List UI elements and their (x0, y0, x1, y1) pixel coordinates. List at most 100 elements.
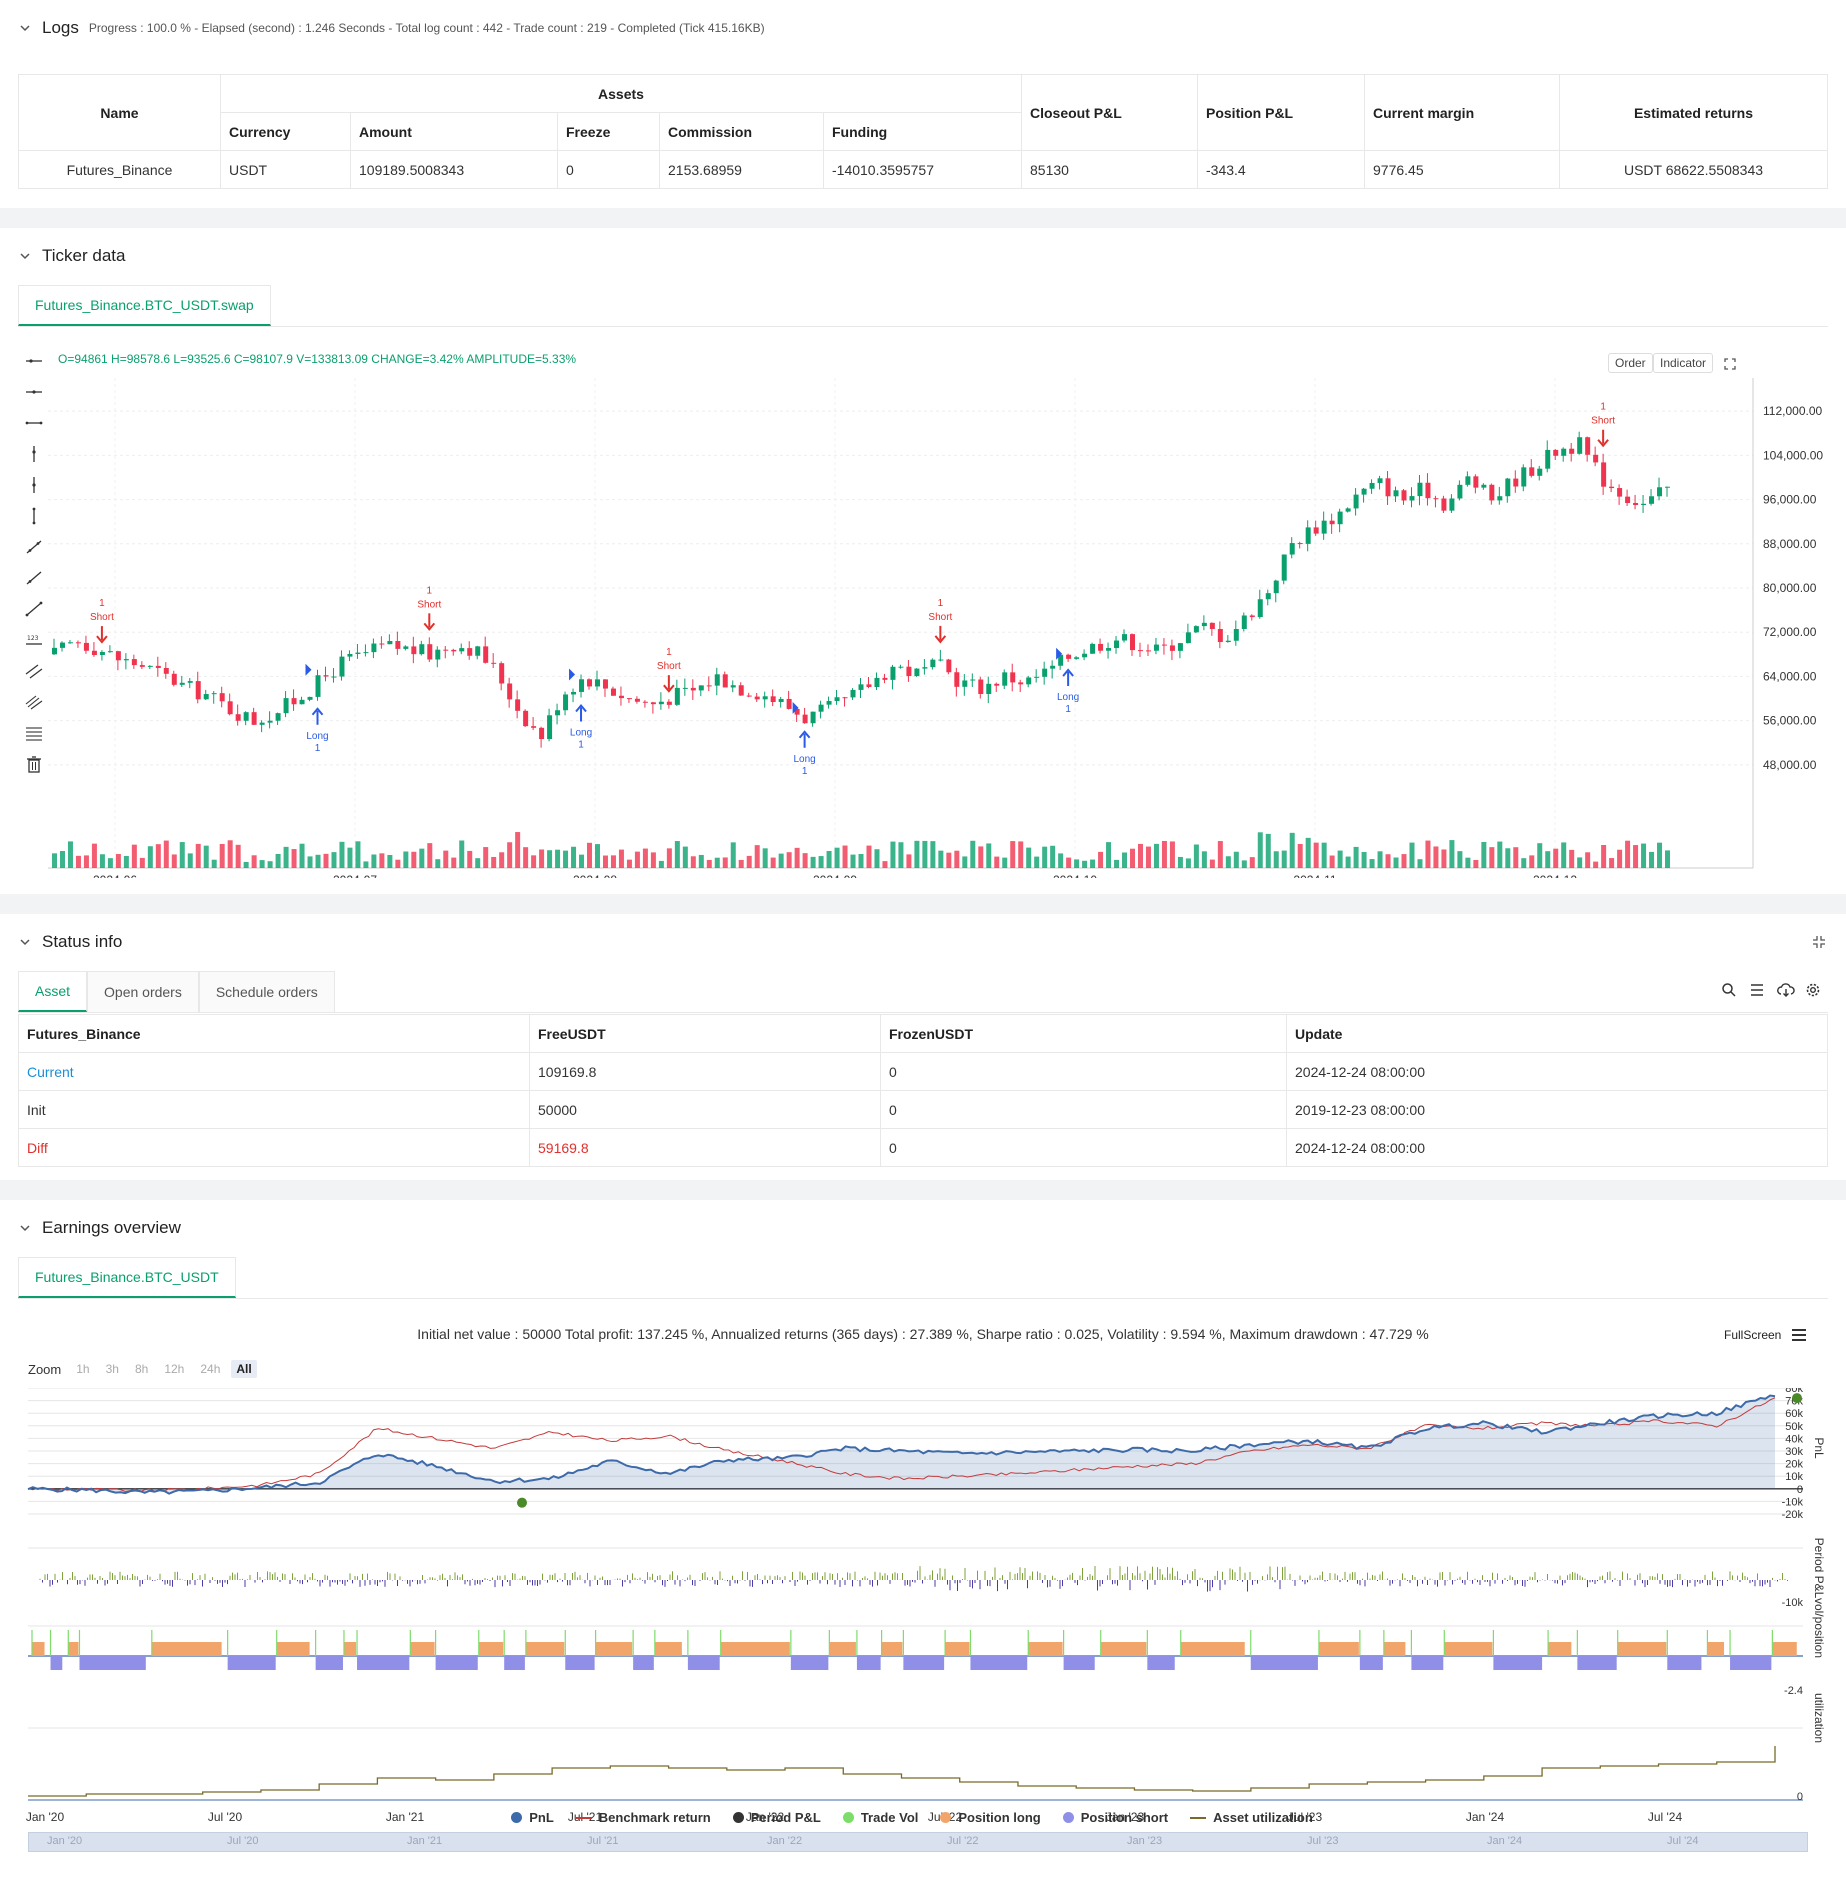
fib-channel-icon[interactable] (24, 693, 44, 711)
position-long-bar (1383, 1642, 1406, 1656)
volume-bar (770, 857, 776, 868)
volume-bar (1082, 860, 1088, 868)
vertical-ray-icon[interactable] (24, 445, 44, 463)
signal-label: Short (90, 612, 114, 623)
parallel-channel-icon[interactable] (24, 662, 44, 680)
legend-period[interactable]: Period P&L (732, 1810, 821, 1825)
fib-retracement-icon[interactable] (24, 724, 44, 742)
volume-bar (842, 845, 848, 868)
volume-bar (1122, 852, 1128, 868)
volume-bar (898, 842, 904, 868)
tab-btc-swap[interactable]: Futures_Binance.BTC_USDT.swap (18, 285, 271, 326)
volume-bar (714, 857, 720, 868)
earnings-chart[interactable]: 80k70k60k50k40k30k20k10k0-10k-20kPnLPeri… (0, 1388, 1846, 1858)
volume-bar (1377, 851, 1383, 868)
volume-bar (1233, 851, 1239, 868)
ticker-header[interactable]: Ticker data (18, 242, 125, 270)
price-label-icon[interactable]: 123 (24, 631, 44, 649)
segment-icon[interactable] (24, 600, 44, 618)
candle-body (539, 727, 545, 740)
candlestick-chart[interactable]: 112,000.00 104,000.00 96,000.00 88,000.00 80… (48, 378, 1840, 878)
ray-line-icon[interactable] (24, 569, 44, 587)
candle-body (602, 679, 608, 689)
pnl-area (28, 1395, 1775, 1494)
gear-icon[interactable] (1805, 982, 1821, 998)
volume-bar (1361, 851, 1367, 868)
candle-body (1241, 615, 1247, 629)
tab-schedule-orders[interactable]: Schedule orders (198, 971, 335, 1012)
zoom-8h[interactable]: 8h (134, 1362, 149, 1376)
tab-open-orders[interactable]: Open orders (87, 971, 199, 1012)
navigator[interactable]: Jan '20 Jul '20 Jan '21 Jul '21 Jan '22 Jul '… (28, 1832, 1808, 1852)
zoom-12h[interactable]: 12h (164, 1362, 185, 1376)
arrow-head (575, 703, 587, 713)
vertical-segment-icon[interactable] (24, 507, 44, 525)
candle-body (427, 644, 433, 660)
zoom-24h[interactable]: 24h (200, 1362, 221, 1376)
candle-body (754, 696, 760, 700)
volume-bar (978, 846, 984, 868)
fullscreen-button[interactable]: FullScreen (1724, 1328, 1807, 1342)
position-short-bar (790, 1656, 829, 1670)
zoom-3h[interactable]: 3h (105, 1362, 119, 1376)
chevron-down-icon[interactable] (18, 249, 32, 263)
logs-header[interactable]: Logs Progress : 100.0 % - Elapsed (secon… (18, 14, 765, 42)
volume-bar (307, 856, 313, 868)
legend-pnl[interactable]: PnL (511, 1810, 554, 1825)
candle-body (1521, 467, 1527, 487)
chevron-down-icon[interactable] (18, 21, 32, 35)
trash-icon[interactable] (24, 755, 44, 773)
volume-bar (211, 859, 217, 868)
candle-body (682, 687, 688, 689)
list-icon[interactable] (1749, 982, 1765, 998)
candle-body (1529, 467, 1535, 476)
tab-btc-usdt[interactable]: Futures_Binance.BTC_USDT (18, 1257, 236, 1298)
candle-body (379, 643, 385, 645)
zoom-1h[interactable]: 1h (76, 1362, 90, 1376)
indicator-button[interactable]: Indicator (1653, 353, 1714, 373)
order-button[interactable]: Order (1608, 353, 1653, 373)
chevron-down-icon[interactable] (18, 935, 32, 949)
search-icon[interactable] (1721, 982, 1737, 998)
volume-bar (642, 848, 648, 868)
x-tick-label: 2024-11 (1293, 873, 1336, 878)
signal-label: Long (1057, 692, 1079, 703)
candle-body (443, 649, 449, 651)
trend-line-icon[interactable] (24, 538, 44, 556)
status-header[interactable]: Status info (18, 928, 122, 956)
legend-trade-vol[interactable]: Trade Vol (842, 1810, 918, 1825)
volume-bar (1417, 859, 1423, 868)
menu-icon[interactable] (1791, 1328, 1807, 1342)
legend-benchmark[interactable]: Benchmark return (575, 1810, 711, 1825)
vertical-line-icon[interactable] (24, 476, 44, 494)
legend-pos-long[interactable]: Position long (940, 1810, 1041, 1825)
legend-pos-short[interactable]: Position short (1062, 1810, 1168, 1825)
legend-util[interactable]: Asset utilization (1190, 1810, 1313, 1825)
volume-bar (75, 855, 81, 868)
candle-body (1114, 640, 1120, 649)
candle-body (978, 679, 984, 694)
collapse-icon[interactable] (1811, 934, 1827, 950)
long-marker-icon (305, 663, 312, 676)
chevron-down-icon[interactable] (18, 1221, 32, 1235)
candle-body (1233, 628, 1239, 641)
position-short-bar (970, 1656, 1028, 1670)
candle-body (794, 708, 800, 715)
expand-icon[interactable] (1722, 356, 1738, 372)
horizontal-ray-icon[interactable] (24, 352, 44, 370)
horizontal-line-icon[interactable] (24, 383, 44, 401)
position-short-bar (435, 1656, 478, 1670)
y-tick-label: -10k (1782, 1597, 1804, 1609)
row-label-current[interactable]: Current (18, 1052, 530, 1091)
legend-dot (732, 1812, 744, 1823)
position-long-bar (32, 1642, 45, 1656)
signal-qty: 1 (99, 598, 105, 609)
candle-body (1497, 496, 1503, 501)
horizontal-segment-icon[interactable] (24, 414, 44, 432)
y-tick-label: 80,000.00 (1763, 581, 1817, 595)
zoom-all[interactable]: All (231, 1360, 257, 1378)
tab-asset[interactable]: Asset (18, 971, 88, 1012)
cloud-download-icon[interactable] (1777, 982, 1795, 998)
earnings-header[interactable]: Earnings overview (18, 1214, 181, 1242)
candle-body (1050, 665, 1056, 669)
